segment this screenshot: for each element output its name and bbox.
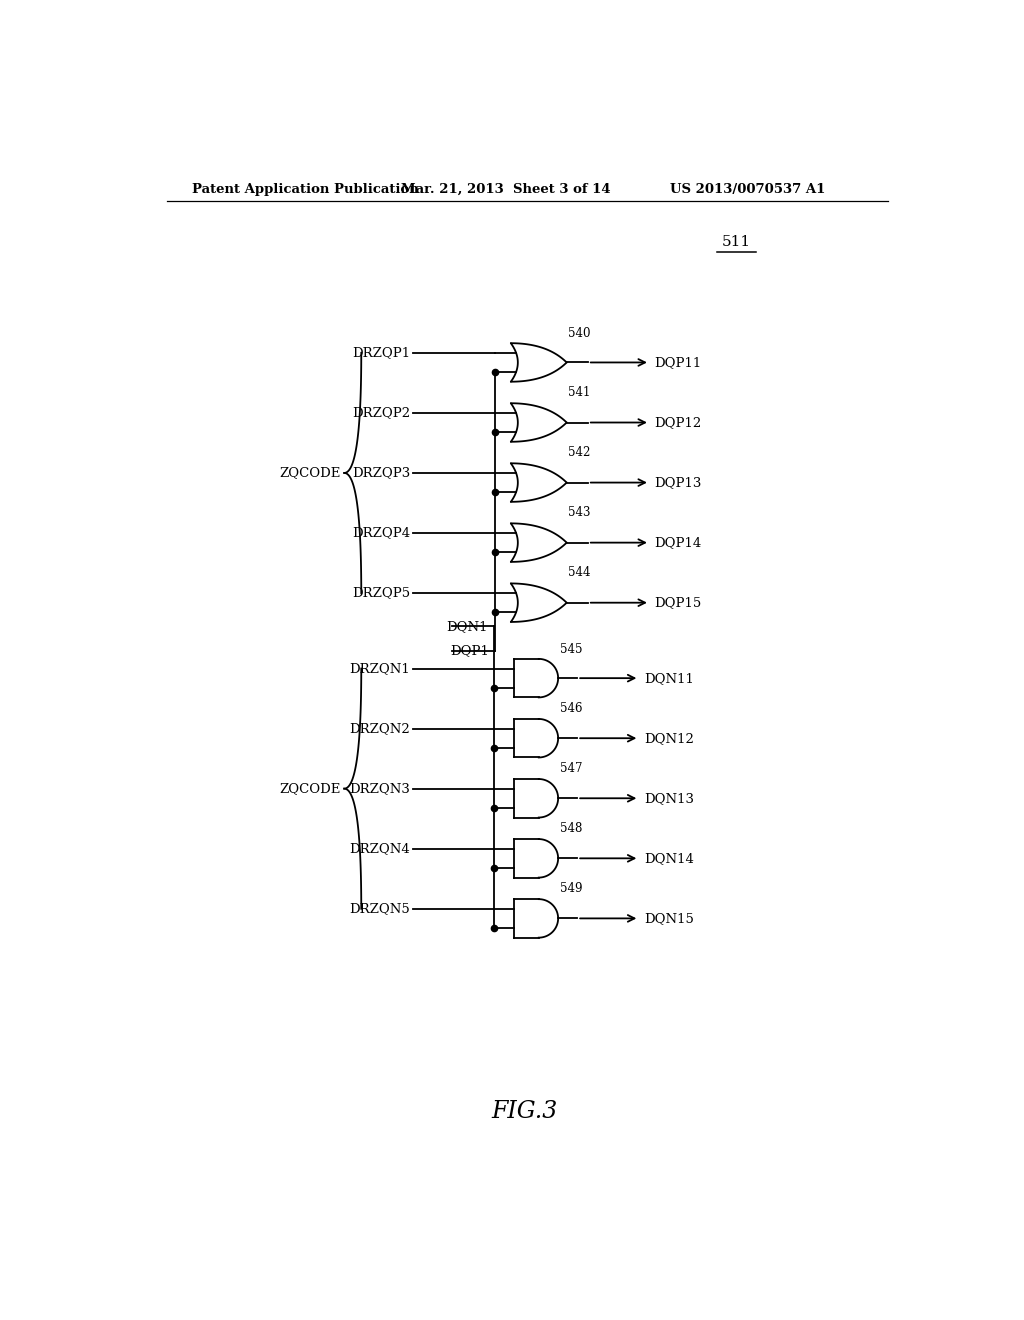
Text: 543: 543 bbox=[568, 506, 591, 519]
Text: 547: 547 bbox=[560, 762, 583, 775]
Text: DRZQP4: DRZQP4 bbox=[352, 527, 410, 540]
Text: DQN14: DQN14 bbox=[644, 851, 694, 865]
Text: 549: 549 bbox=[560, 882, 583, 895]
Text: DRZQN4: DRZQN4 bbox=[349, 842, 410, 855]
Text: 542: 542 bbox=[568, 446, 591, 459]
Text: DRZQP1: DRZQP1 bbox=[352, 346, 410, 359]
Text: 540: 540 bbox=[568, 327, 591, 341]
Text: FIG.3: FIG.3 bbox=[492, 1100, 558, 1123]
Text: DQN1: DQN1 bbox=[446, 619, 488, 632]
Text: ZQCODE: ZQCODE bbox=[279, 466, 340, 479]
Text: 544: 544 bbox=[568, 566, 591, 579]
Text: ZQCODE: ZQCODE bbox=[279, 783, 340, 795]
Text: DQP1: DQP1 bbox=[450, 644, 488, 657]
Text: DQN12: DQN12 bbox=[644, 731, 694, 744]
Text: 541: 541 bbox=[568, 385, 591, 399]
Text: DRZQN2: DRZQN2 bbox=[349, 722, 410, 735]
Text: 548: 548 bbox=[560, 822, 582, 834]
Text: DRZQN1: DRZQN1 bbox=[349, 663, 410, 675]
Text: DQP13: DQP13 bbox=[654, 477, 701, 490]
Text: 545: 545 bbox=[560, 643, 583, 656]
Text: DQP14: DQP14 bbox=[654, 536, 701, 549]
Text: DRZQP5: DRZQP5 bbox=[352, 586, 410, 599]
Text: DQN13: DQN13 bbox=[644, 792, 694, 805]
Text: DQP15: DQP15 bbox=[654, 597, 701, 610]
Text: Patent Application Publication: Patent Application Publication bbox=[191, 183, 418, 197]
Text: 546: 546 bbox=[560, 702, 583, 714]
Text: Mar. 21, 2013  Sheet 3 of 14: Mar. 21, 2013 Sheet 3 of 14 bbox=[400, 183, 610, 197]
Text: DRZQN5: DRZQN5 bbox=[349, 903, 410, 915]
Text: US 2013/0070537 A1: US 2013/0070537 A1 bbox=[671, 183, 826, 197]
Text: DQP11: DQP11 bbox=[654, 356, 701, 370]
Text: DQP12: DQP12 bbox=[654, 416, 701, 429]
Text: DRZQP2: DRZQP2 bbox=[352, 407, 410, 420]
Text: DRZQN3: DRZQN3 bbox=[349, 783, 410, 795]
Text: DQN15: DQN15 bbox=[644, 912, 694, 925]
Text: DRZQP3: DRZQP3 bbox=[352, 466, 410, 479]
Text: 511: 511 bbox=[722, 235, 751, 249]
Text: DQN11: DQN11 bbox=[644, 672, 694, 685]
